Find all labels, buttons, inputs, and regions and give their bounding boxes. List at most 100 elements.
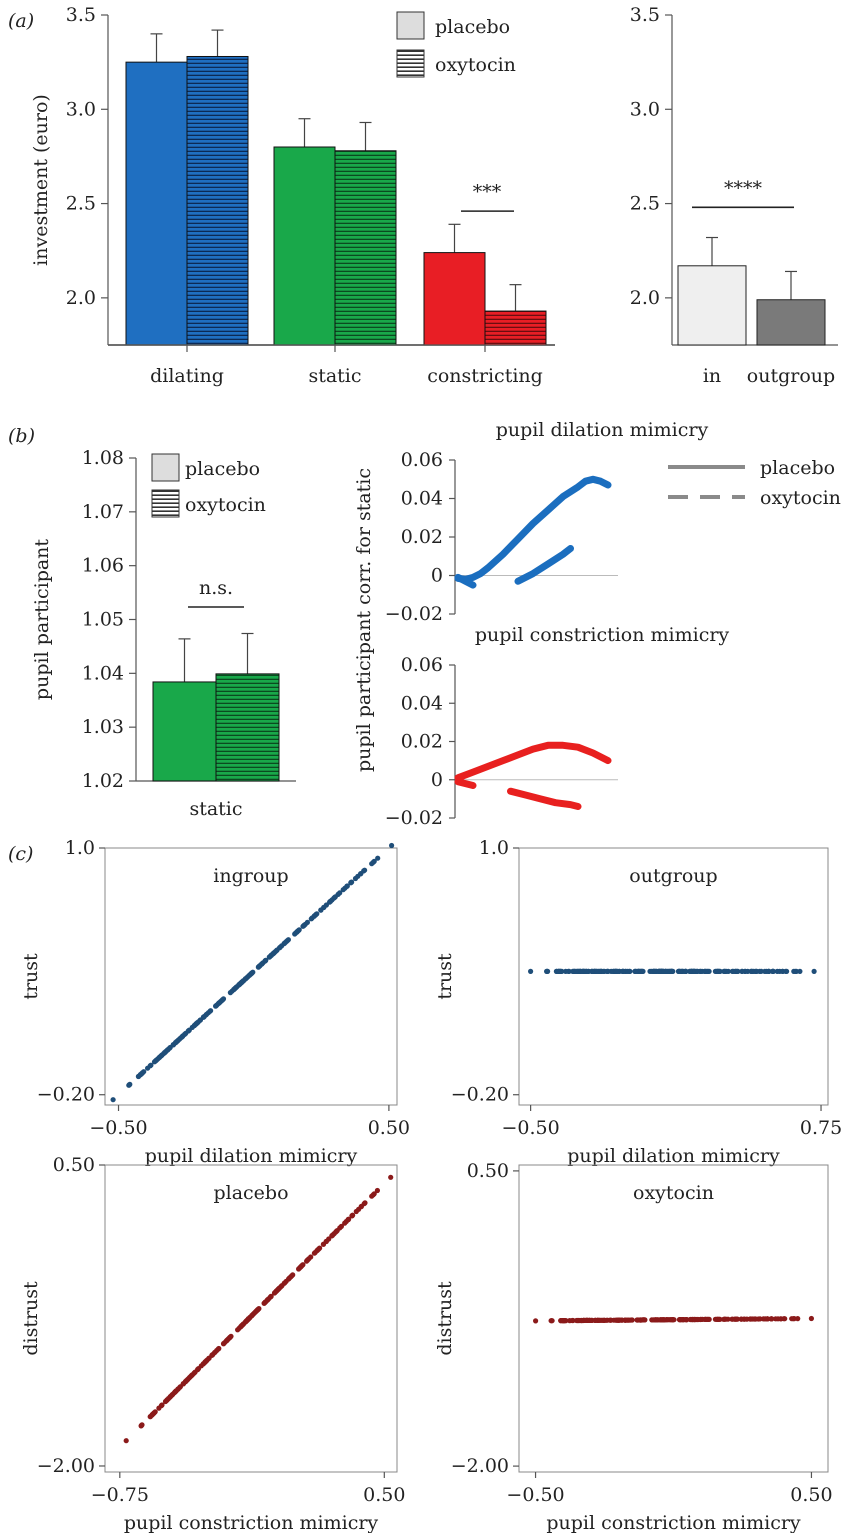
data-point bbox=[123, 1438, 129, 1444]
y-tick-label: 1.08 bbox=[82, 447, 124, 469]
y-tick-label: −0.20 bbox=[37, 1084, 95, 1106]
y-tick-label: −2.00 bbox=[37, 1455, 95, 1477]
data-point bbox=[388, 1174, 394, 1180]
y-tick-label: 0.02 bbox=[401, 731, 443, 753]
y-tick-label: 1.06 bbox=[82, 555, 124, 577]
data-point bbox=[139, 1422, 145, 1428]
data-point bbox=[369, 1193, 375, 1199]
bar bbox=[125, 61, 188, 346]
y-tick-label: 2.5 bbox=[66, 193, 96, 215]
data-point bbox=[145, 1065, 151, 1071]
data-point bbox=[563, 968, 569, 975]
data-point bbox=[243, 1318, 249, 1324]
data-point bbox=[220, 997, 226, 1003]
chart-title: pupil dilation mimicry bbox=[496, 419, 709, 441]
x-axis-label: pupil constriction mimicry bbox=[124, 1512, 379, 1533]
x-tick-label: 0.50 bbox=[368, 1117, 410, 1139]
data-point bbox=[318, 907, 324, 913]
y-tick-label: 3.0 bbox=[66, 98, 96, 120]
data-point bbox=[220, 1341, 227, 1347]
bar bbox=[186, 55, 249, 346]
data-point bbox=[242, 976, 249, 982]
data-point bbox=[745, 968, 751, 975]
data-point bbox=[257, 963, 263, 969]
legend-label: oxytocin bbox=[185, 494, 266, 516]
bar bbox=[756, 299, 826, 346]
y-tick-label: 0 bbox=[431, 565, 443, 587]
data-point bbox=[757, 1316, 763, 1322]
y-tick-label: −0.20 bbox=[451, 1084, 509, 1106]
data-point bbox=[652, 968, 658, 975]
data-point bbox=[349, 1212, 356, 1218]
data-point bbox=[263, 957, 269, 964]
data-point bbox=[308, 1254, 314, 1260]
data-point bbox=[748, 1316, 754, 1322]
data-point bbox=[274, 947, 280, 953]
data-point bbox=[266, 954, 272, 960]
significance-stars: **** bbox=[724, 177, 763, 199]
y-tick-label: 1.0 bbox=[65, 837, 95, 859]
y-tick-label: 0.04 bbox=[401, 488, 443, 510]
data-point bbox=[156, 1405, 162, 1411]
data-point bbox=[594, 968, 600, 975]
x-tick-label: −0.50 bbox=[89, 1117, 147, 1139]
plot-frame bbox=[104, 1164, 398, 1473]
data-point bbox=[268, 1293, 274, 1300]
data-point bbox=[528, 968, 534, 975]
data-point bbox=[249, 970, 255, 976]
data-point bbox=[791, 968, 797, 975]
legend-swatch bbox=[396, 49, 425, 78]
data-point bbox=[604, 968, 610, 975]
data-point bbox=[770, 968, 776, 975]
y-tick-label: −2.00 bbox=[451, 1455, 509, 1477]
data-point bbox=[587, 1317, 593, 1323]
series-oxytocin-line bbox=[454, 778, 582, 810]
data-point bbox=[592, 1317, 599, 1323]
data-point bbox=[607, 1317, 613, 1323]
data-point bbox=[127, 1081, 133, 1087]
data-point bbox=[328, 898, 334, 904]
data-point bbox=[194, 1020, 201, 1026]
legend-swatch bbox=[151, 489, 180, 518]
y-tick-label: 0.02 bbox=[401, 526, 443, 548]
y-tick-label: 0.06 bbox=[401, 654, 443, 676]
chart-title: pupil constriction mimicry bbox=[475, 624, 730, 646]
data-point bbox=[300, 1262, 306, 1268]
data-point bbox=[627, 968, 633, 975]
data-point bbox=[208, 1008, 214, 1014]
data-point bbox=[263, 1299, 269, 1305]
legend-label: oxytocin bbox=[435, 54, 516, 76]
data-point bbox=[703, 968, 709, 975]
chart-title: oxytocin bbox=[633, 1182, 714, 1204]
data-point bbox=[213, 1003, 219, 1009]
bar bbox=[484, 310, 547, 346]
data-point bbox=[148, 1062, 154, 1068]
plot-frame bbox=[104, 847, 398, 1106]
data-point bbox=[348, 879, 354, 885]
significance-label: n.s. bbox=[199, 577, 233, 599]
data-point bbox=[545, 968, 551, 975]
data-point bbox=[309, 915, 315, 921]
bar bbox=[677, 265, 747, 346]
data-point bbox=[249, 1312, 255, 1319]
data-point bbox=[185, 1376, 191, 1382]
y-tick-label: −0.02 bbox=[385, 603, 443, 625]
data-point bbox=[669, 968, 675, 975]
data-point bbox=[677, 968, 683, 975]
data-point bbox=[749, 968, 755, 975]
y-tick-label: 0.50 bbox=[467, 1160, 509, 1182]
data-point bbox=[556, 968, 562, 975]
significance-stars: *** bbox=[473, 181, 502, 203]
data-point bbox=[656, 968, 662, 975]
data-point bbox=[227, 1334, 233, 1340]
data-point bbox=[744, 1316, 750, 1322]
data-point bbox=[717, 1316, 723, 1322]
data-point bbox=[340, 887, 346, 893]
data-point bbox=[735, 968, 741, 975]
y-axis-label: pupil participant bbox=[31, 539, 53, 700]
x-axis-label: pupil dilation mimicry bbox=[567, 1145, 780, 1167]
data-point bbox=[670, 1317, 676, 1323]
data-point bbox=[110, 1097, 116, 1103]
data-point bbox=[345, 1217, 351, 1223]
